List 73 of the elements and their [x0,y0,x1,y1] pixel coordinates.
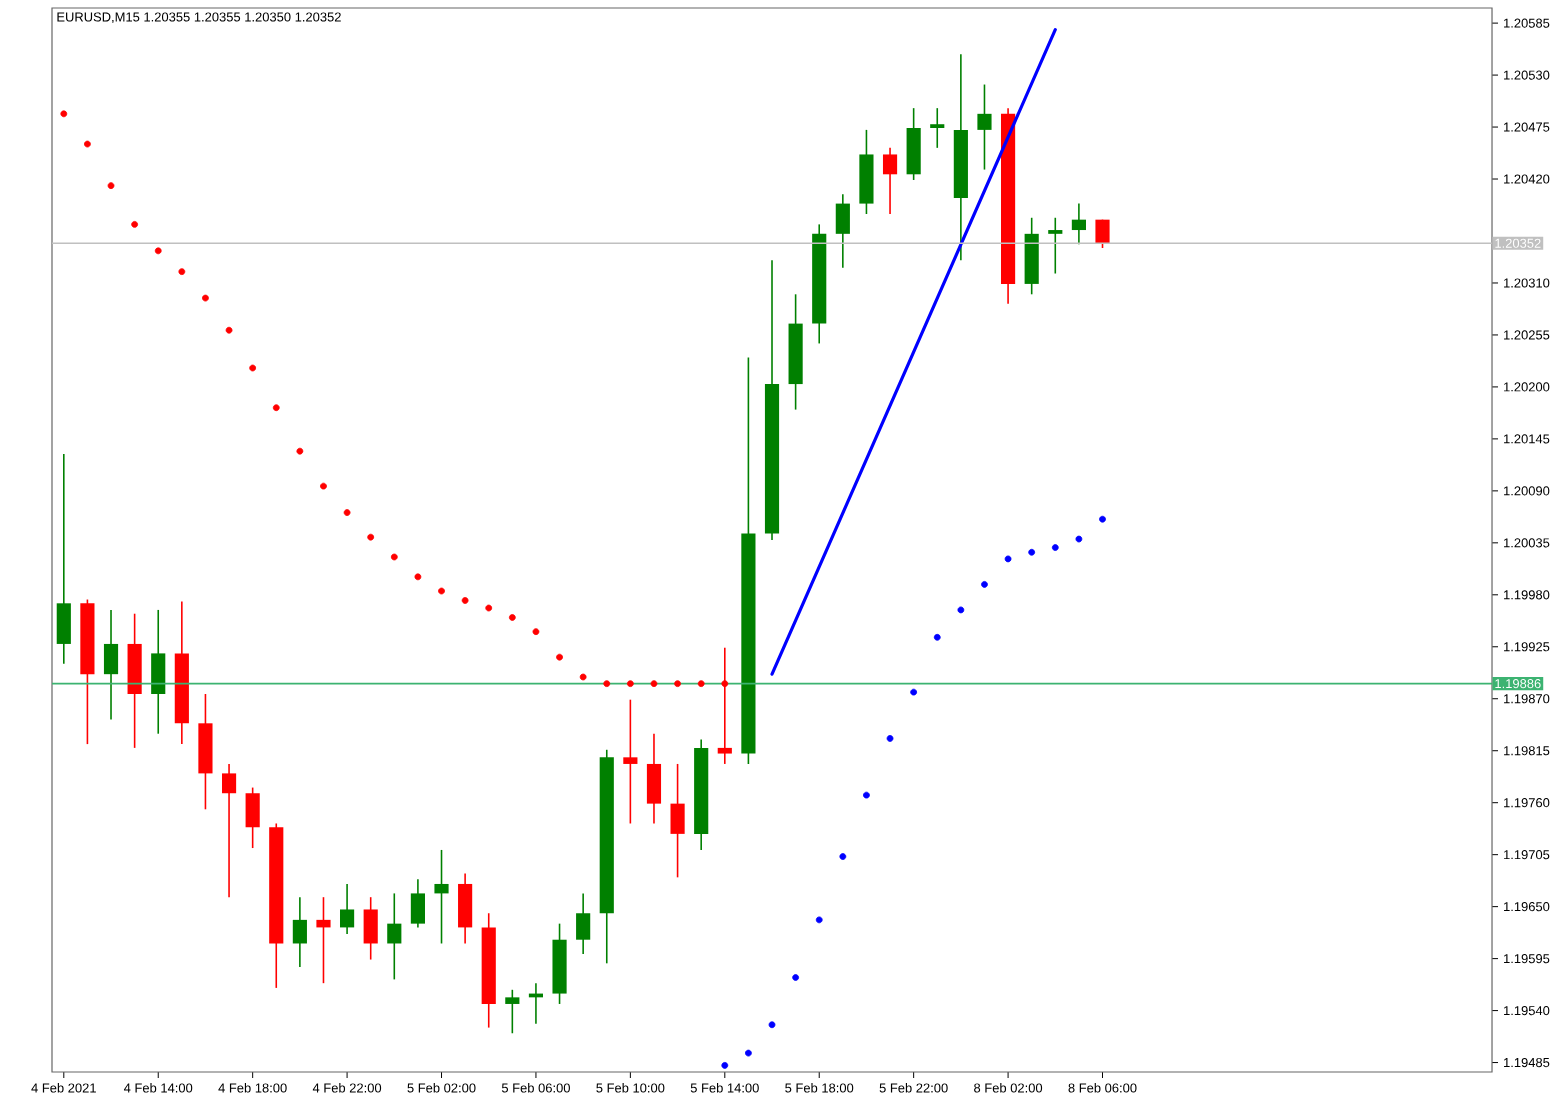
point [84,140,91,148]
point [390,553,398,561]
point [863,791,870,799]
point [674,680,681,688]
point [320,482,327,490]
point [910,688,918,696]
point [1051,544,1059,551]
point [626,680,634,688]
point [792,974,799,981]
point [1099,515,1106,523]
point [981,581,988,588]
candlestick [316,896,331,984]
point [202,294,209,302]
candlestick [151,609,166,735]
point [556,653,563,661]
candlestick [292,896,307,968]
point [721,1062,729,1069]
point [933,633,941,641]
point [272,404,280,412]
point [131,220,139,228]
point [367,533,375,541]
candlestick [906,107,921,181]
candlestick [458,872,473,945]
point [343,509,351,516]
point [745,1049,752,1057]
point [225,326,233,334]
point [414,573,422,581]
candlestick [1048,216,1063,275]
point [438,587,445,595]
candlestick [1071,202,1086,246]
candlestick [56,453,71,665]
point [485,604,493,612]
point [60,110,68,118]
point [508,614,516,621]
point [957,606,965,614]
point [815,916,823,924]
candlestick [387,892,402,981]
candlestick [717,646,732,765]
point [1075,535,1083,543]
point [296,447,304,455]
point [697,680,705,688]
point [154,247,162,255]
point [839,853,847,860]
candlestick [245,786,260,849]
candlestick [340,883,355,935]
point [178,268,186,276]
point [768,1021,776,1029]
candlestick [410,878,425,929]
candlestick [363,896,378,961]
candlestick [576,892,591,955]
candlestick [646,732,662,825]
candlestick [103,609,119,721]
point [461,597,469,604]
candlestick [1095,218,1110,249]
candlestick [221,763,237,898]
candlestick [623,698,638,825]
point [721,680,729,688]
point [650,680,658,688]
point [1028,548,1036,556]
point [603,680,611,688]
point [107,182,115,190]
point [1004,555,1012,563]
candlestick [505,988,520,1035]
candlestick [835,193,850,269]
candlestick [882,147,898,215]
candlestick [434,849,449,945]
point [579,673,587,681]
point [249,364,257,372]
candlestick [670,763,685,879]
point [886,735,894,742]
point [532,628,540,636]
candlestick [930,107,945,149]
candlestick [977,83,992,171]
